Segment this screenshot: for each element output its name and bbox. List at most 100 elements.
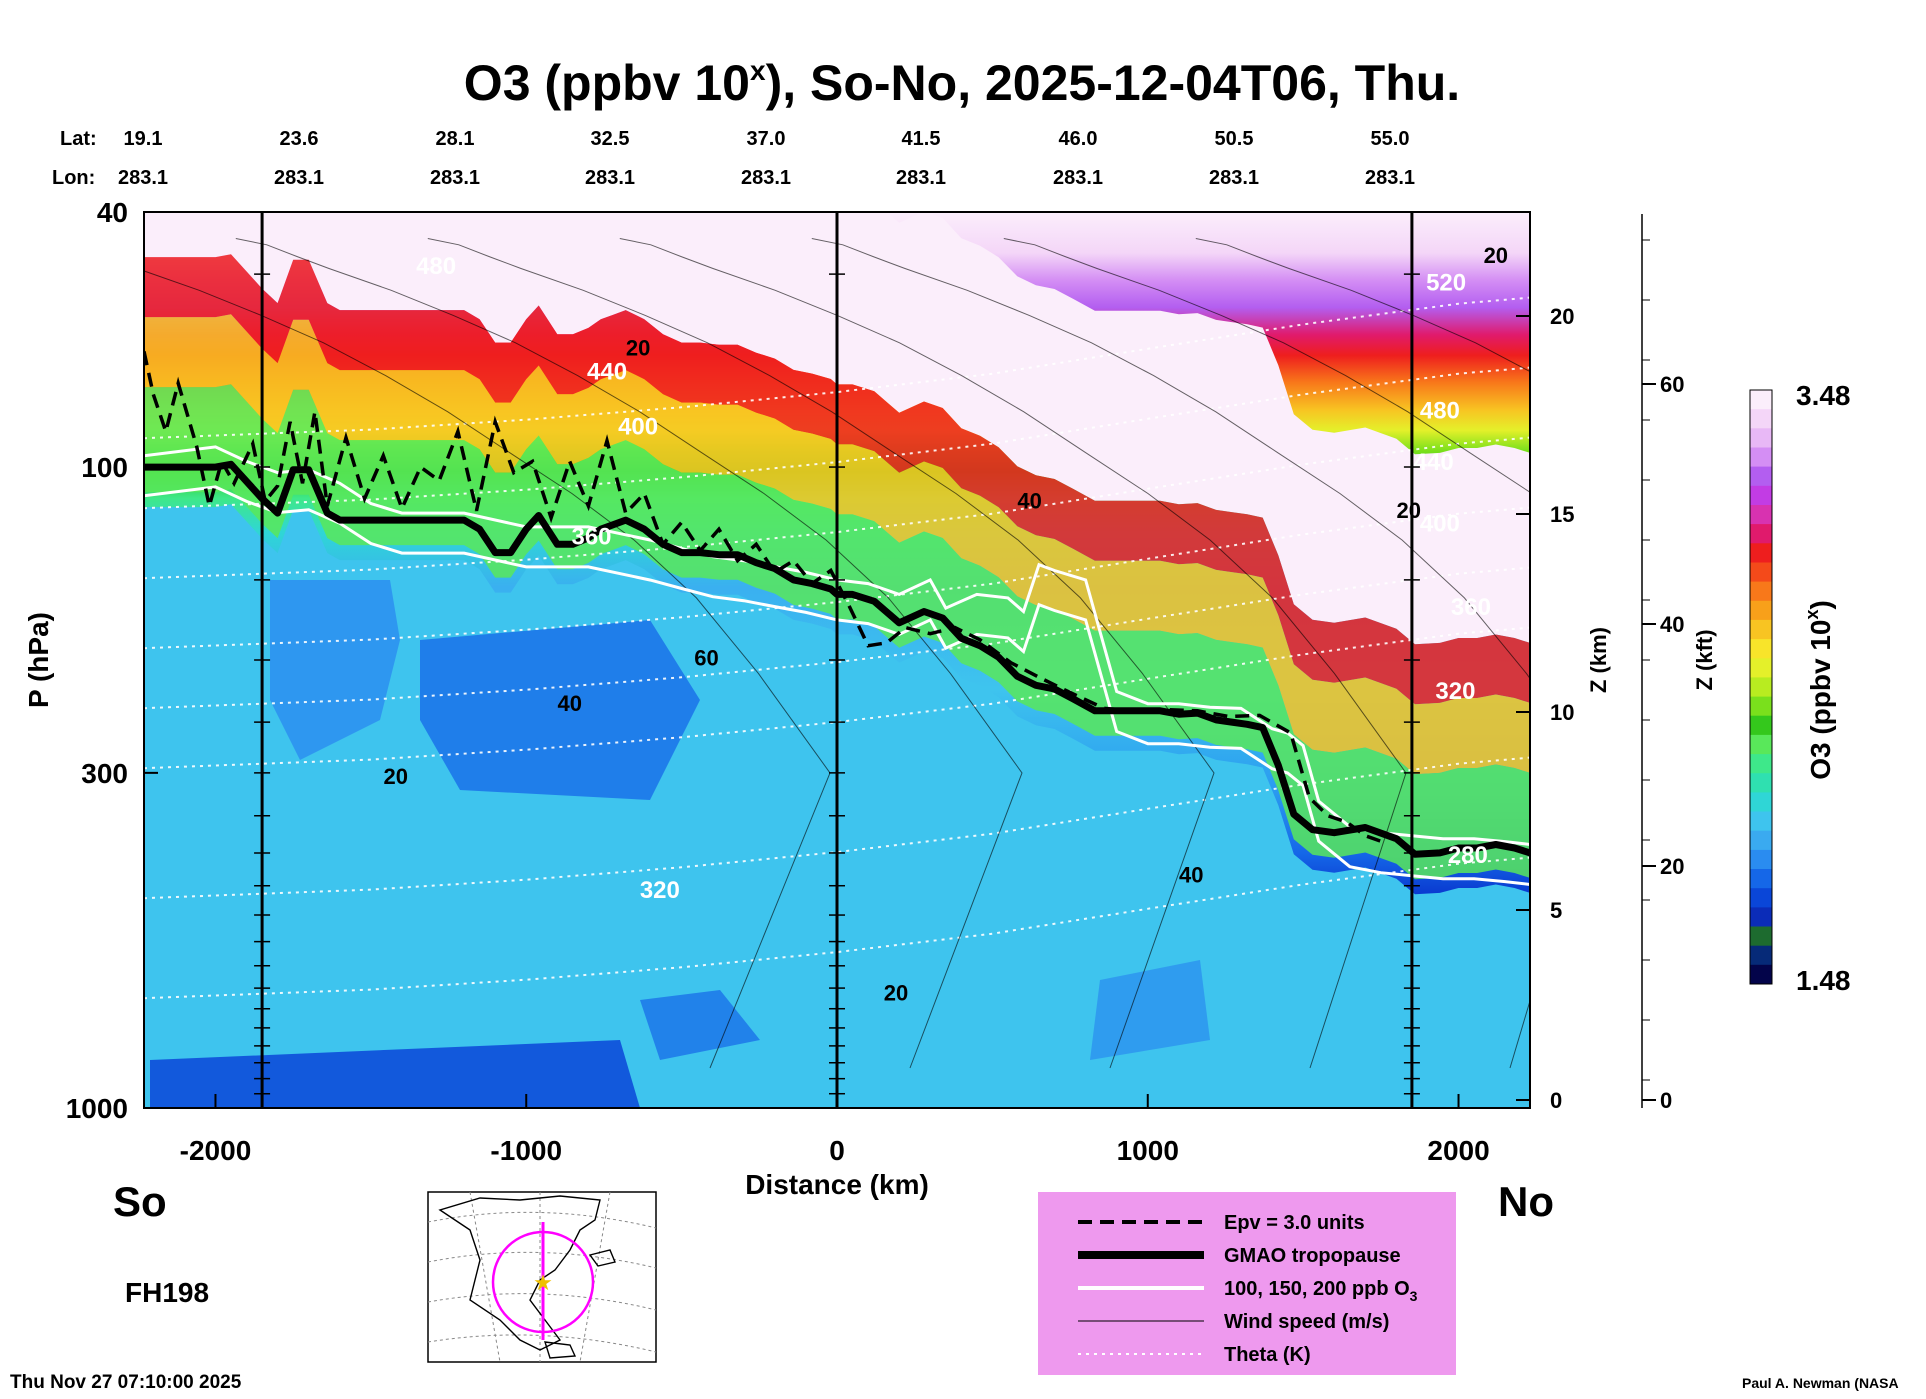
colorbar-swatch [1750,562,1772,583]
theta-label: 400 [618,414,658,441]
z-kft-axis: 60 40 20 0 [1641,214,1684,1113]
colorbar-swatch [1750,639,1772,659]
y-axis-label: P (hPa) [23,612,54,708]
colorbar-swatch [1750,524,1772,544]
colorbar-swatch [1750,945,1772,966]
theta-label: 440 [587,358,627,385]
credit: Paul A. Newman (NASA [1742,1375,1899,1391]
tropopause-line [144,460,1530,858]
z-kft-axis-label: Z (kft) [1692,629,1717,690]
station-lon: 283.1 [1365,167,1415,189]
station-lon: 283.1 [896,167,946,189]
inset-map: ★ [427,1191,657,1363]
wind-label: 20 [383,764,407,789]
colorbar-swatch [1750,849,1772,870]
y-tick-label: 100 [81,452,128,483]
colorbar-swatch [1750,581,1772,602]
colorbar-min-label: 1.48 [1796,965,1851,996]
theta-label: 440 [1414,449,1454,476]
z-km-tick-label: 15 [1550,502,1574,527]
colorbar-swatch [1750,773,1772,793]
z-kft-tick-label: 0 [1660,1088,1672,1113]
legend-label: GMAO tropopause [1224,1245,1401,1267]
theta-label: 400 [1420,510,1460,537]
colorbar-swatch [1750,792,1772,813]
station-lat: 50.5 [1215,128,1254,150]
y-axis: 40 100 300 1000 [66,197,158,1124]
station-lon: 283.1 [1053,167,1103,189]
x-tick-label: -1000 [490,1135,562,1166]
colorbar-swatch [1750,409,1772,429]
colorbar-swatch [1750,619,1772,640]
y-tick-label: 1000 [66,1093,128,1124]
station-lat: 23.6 [280,128,319,150]
wind-speed-contour [427,238,1215,1069]
wind-label: 20 [884,981,908,1006]
x-axis: -2000 -1000 0 1000 2000 [180,1094,1490,1166]
colorbar-swatch [1750,390,1772,410]
legend-label: Epv = 3.0 units [1224,1212,1365,1234]
station-lat: 55.0 [1371,128,1410,150]
colorbar-swatch [1750,964,1772,985]
wind-label: 40 [558,691,582,716]
x-tick-label: 0 [829,1135,845,1166]
station-lon: 283.1 [118,167,168,189]
theta-line [144,856,1530,1000]
theta-line [144,626,1530,770]
wind-speed-contour [235,238,1023,1069]
theta-line [144,566,1530,710]
theta-label: 280 [1448,842,1488,869]
vertical-bars [254,212,1420,1109]
wind-speed-contour [619,238,1407,1069]
timestamp: Thu Nov 27 07:10:00 2025 [10,1372,242,1393]
z-kft-tick-label: 60 [1660,372,1684,397]
z-kft-tick-label: 20 [1660,854,1684,879]
z-km-tick-label: 10 [1550,700,1574,725]
colorbar-swatch [1750,715,1772,736]
colorbar-swatch [1750,888,1772,908]
x-tick-label: 1000 [1117,1135,1179,1166]
theta-label: 360 [1451,594,1491,621]
north-label: No [1498,1178,1554,1225]
lon-label: Lon: [52,167,95,189]
station-lat: 32.5 [591,128,630,150]
colorbar-swatch [1750,811,1772,832]
colorbar-swatch [1750,658,1772,678]
wind-speed-contour [1003,238,1530,493]
colorbar-swatch [1750,543,1772,563]
colorbar-swatch [1750,428,1772,448]
wind-speed-contour [1195,238,1530,373]
z-km-tick-label: 0 [1550,1088,1562,1113]
lat-label: Lat: [60,128,97,150]
wind-label: 20 [626,336,650,361]
colorbar-swatch [1750,600,1772,621]
ozone-contour-line [144,445,1530,846]
theta-line [144,756,1530,900]
station-lat: 37.0 [747,128,786,150]
z-km-axis-label: Z (km) [1586,627,1611,693]
colorbar-swatch [1750,505,1772,525]
theta-line [144,366,1530,510]
station-lat: 41.5 [902,128,941,150]
x-axis-label: Distance (km) [745,1169,929,1200]
theta-line [144,296,1530,440]
station-lon: 283.1 [585,167,635,189]
z-km-tick-label: 20 [1550,304,1574,329]
legend: Epv = 3.0 units GMAO tropopause 100, 150, … [1038,1192,1456,1375]
z-km-tick-label: 5 [1550,898,1562,923]
wind-label: 40 [1017,488,1041,513]
theta-label: 480 [416,253,456,280]
chart-title: O3 (ppbv 10x), So-No, 2025-12-04T06, Thu… [464,55,1460,111]
z-km-axis: 20 15 10 5 0 [1516,304,1574,1113]
station-lat: 46.0 [1059,128,1098,150]
z-kft-tick-label: 40 [1660,612,1684,637]
colorbar-frame [1749,389,1773,985]
station-header: 19.1 283.1 23.6 283.1 28.1 283.1 32.5 283.1 37.0… [118,128,1415,189]
ozone-field: 480 440 400 360 320 520 480 440 400 360 320 280 20 40… [144,212,1530,1108]
legend-label: Wind speed (m/s) [1224,1311,1389,1333]
epv-line [144,351,1385,844]
station-lon: 283.1 [741,167,791,189]
colorbar-swatch [1750,677,1772,698]
south-label: So [113,1178,167,1225]
theta-label: 320 [640,877,680,904]
